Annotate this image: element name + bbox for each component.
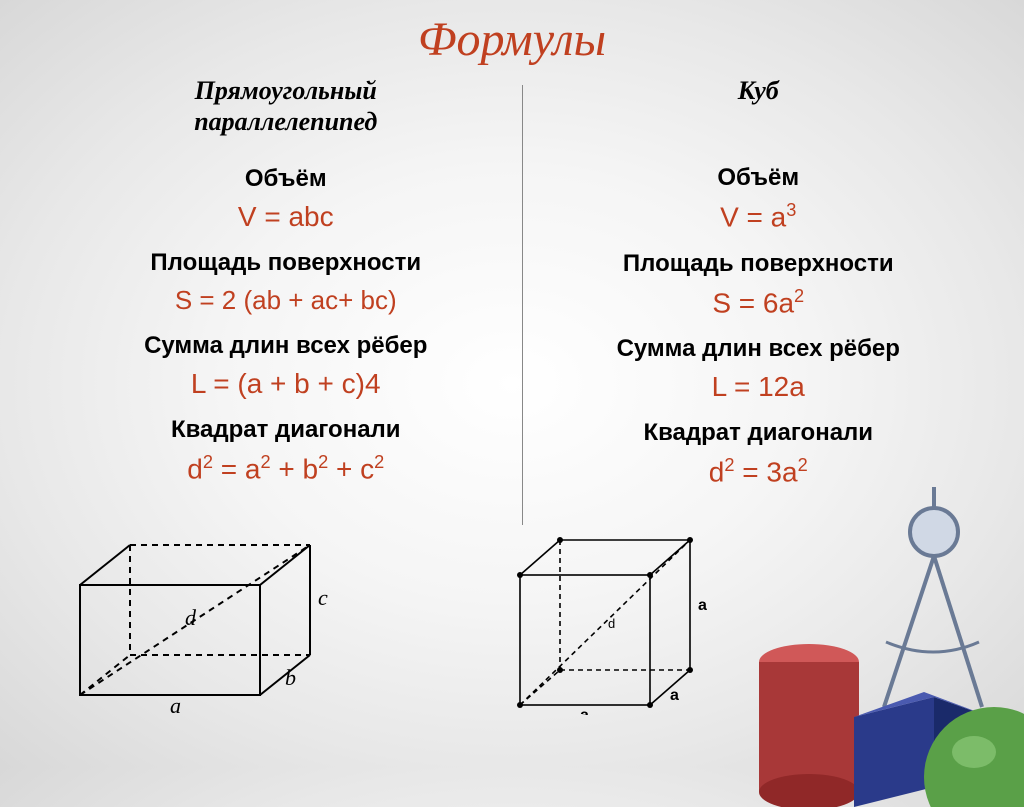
right-diag-formula: d2 = 3a2 [533, 455, 985, 488]
cube-diagram: a a a d [500, 525, 720, 715]
parallelepiped-diagram: a b c d [60, 525, 340, 715]
cube-label-a-right: a [670, 687, 679, 704]
left-volume-formula: V = abc [60, 201, 512, 233]
right-surface-label: Площадь поверхности [533, 250, 985, 278]
box-label-c: c [318, 585, 328, 610]
right-volume-formula: V = a3 [533, 200, 985, 233]
right-edges-formula: L = 12a [533, 371, 985, 403]
box-label-b: b [285, 665, 296, 690]
right-surface-formula: S = 6a2 [533, 286, 985, 319]
left-column: Прямоугольный параллелепипед Объём V = a… [60, 75, 512, 525]
left-name-line2: параллелепипед [194, 107, 377, 136]
right-volume-label: Объём [533, 164, 985, 192]
cube-label-a-side: a [698, 597, 707, 614]
left-diag-formula: d2 = a2 + b2 + c2 [60, 452, 512, 485]
content-columns: Прямоугольный параллелепипед Объём V = a… [0, 67, 1024, 525]
right-name-line1: Куб [738, 76, 779, 105]
right-diag-label: Квадрат диагонали [533, 419, 985, 447]
left-shape-name: Прямоугольный параллелепипед [60, 75, 512, 137]
left-name-line1: Прямоугольный [195, 76, 377, 105]
right-edges-label: Сумма длин всех рёбер [533, 335, 985, 363]
figures-row: a b c d a a a d [0, 525, 1024, 715]
cube-label-a-bottom: a [580, 707, 589, 715]
box-label-d: d [185, 605, 197, 630]
cube-label-d: d [608, 616, 615, 631]
right-shape-name: Куб [533, 75, 985, 106]
box-label-a: a [170, 693, 181, 715]
left-edges-label: Сумма длин всех рёбер [60, 332, 512, 360]
right-column: Куб Объём V = a3 Площадь поверхности S =… [533, 75, 985, 525]
left-volume-label: Объём [60, 165, 512, 193]
page-title: Формулы [0, 0, 1024, 67]
left-edges-formula: L = (a + b + c)4 [60, 368, 512, 400]
sphere-icon [924, 707, 1024, 807]
left-surface-formula: S = 2 (ab + ac+ bc) [60, 285, 512, 316]
column-divider [522, 85, 523, 525]
left-surface-label: Площадь поверхности [60, 249, 512, 277]
left-diag-label: Квадрат диагонали [60, 416, 512, 444]
